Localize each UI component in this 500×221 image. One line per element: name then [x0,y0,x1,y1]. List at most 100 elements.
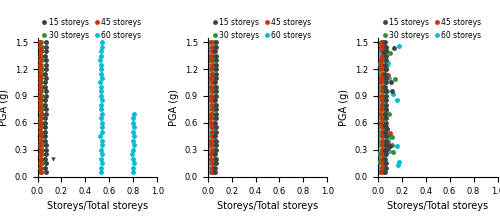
Point [210,54,218,57]
Point [379,94,387,98]
Point [380,42,388,45]
Point [384,73,392,76]
Point [36,85,44,89]
Point [96,58,104,62]
Point [212,58,220,62]
Point [208,54,216,57]
Point [378,63,386,66]
Point [208,130,216,134]
Point [128,171,136,174]
Point [378,85,386,89]
Point [36,157,44,161]
Point [36,148,44,152]
Point [38,54,46,57]
Point [38,49,46,53]
Point [380,162,388,165]
Point [382,67,390,71]
Point [210,76,218,80]
Point [378,124,386,128]
Point [394,163,402,167]
Point [41,135,49,138]
Point [212,49,220,53]
Point [130,144,138,147]
Point [376,63,384,67]
Point [378,99,386,102]
Point [379,108,387,111]
Point [36,67,44,71]
Point [212,139,220,143]
Point [130,139,138,143]
Point [380,135,388,138]
Point [380,54,388,57]
Point [378,117,386,120]
Point [36,112,44,116]
Point [382,58,390,62]
Point [50,157,58,161]
Point [212,148,220,152]
Point [36,94,44,98]
Point [375,99,383,102]
Y-axis label: PGA (g): PGA (g) [169,89,179,126]
Point [38,135,46,138]
Point [96,171,104,174]
Point [206,112,214,116]
Point [96,85,104,89]
Point [97,117,105,120]
Point [379,157,387,161]
Point [97,90,105,93]
Point [210,144,218,147]
Point [128,152,136,156]
Point [37,63,45,66]
Point [210,90,218,93]
Point [382,152,390,156]
Point [38,81,46,84]
Point [378,144,386,147]
Point [38,157,46,161]
Point [42,58,50,62]
Point [130,126,138,129]
Point [98,45,106,48]
Point [210,112,218,116]
Point [97,72,105,75]
Point [212,45,220,48]
Point [35,108,43,111]
Point [378,49,386,53]
Point [206,152,214,156]
Point [210,162,218,165]
Point [212,72,220,75]
Point [378,135,386,138]
Point [210,108,218,111]
Point [208,162,216,165]
Point [36,40,44,44]
Point [208,90,216,93]
Point [376,46,384,50]
Point [212,81,220,84]
Point [41,130,49,134]
Point [210,148,218,152]
Point [382,76,390,80]
Point [212,166,220,170]
Point [210,130,218,134]
Point [392,144,400,148]
Point [378,166,386,170]
Point [210,45,218,48]
Point [378,72,386,75]
Point [375,139,383,143]
Point [385,149,393,152]
Point [97,166,105,170]
Point [379,98,387,102]
Point [212,117,220,120]
Point [36,76,44,80]
Point [36,166,44,170]
Point [382,139,390,143]
Point [35,162,43,165]
Point [382,166,390,170]
Point [42,171,50,174]
Point [38,130,46,134]
Point [130,135,138,138]
Point [206,67,214,71]
Point [375,135,383,138]
Point [394,44,402,48]
Point [376,54,384,57]
Point [37,76,45,80]
